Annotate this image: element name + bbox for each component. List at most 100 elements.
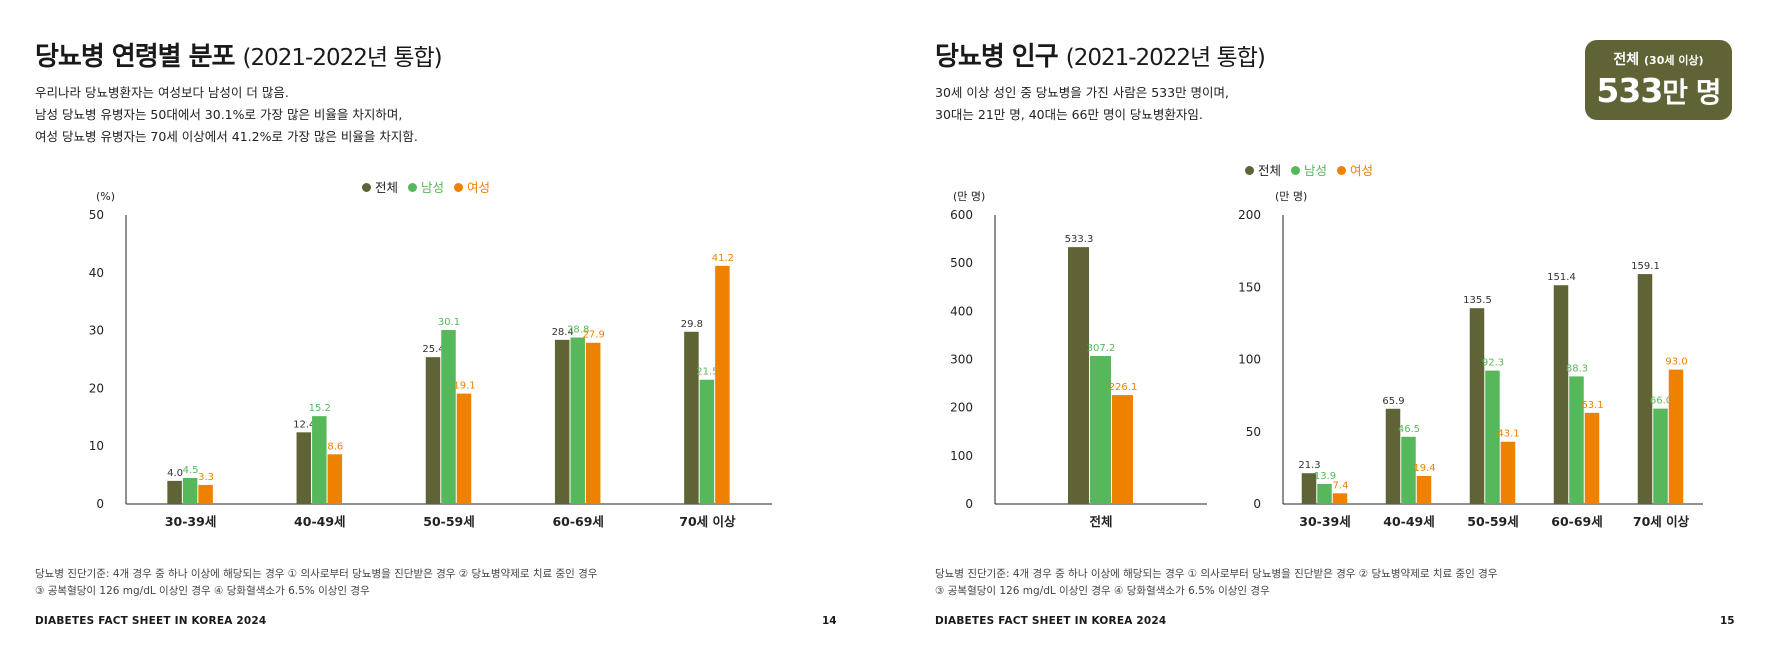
x-tick-label: 전체 xyxy=(1089,514,1112,529)
x-tick-label: 40-49세 xyxy=(294,514,345,529)
bar-female xyxy=(198,484,213,504)
x-tick-label: 60-69세 xyxy=(1551,514,1602,529)
page-title: 당뇨병 연령별 분포 (2021-2022년 통합) xyxy=(35,36,443,73)
data-label: 533.3 xyxy=(1065,234,1094,245)
data-label: 28.4 xyxy=(552,327,574,338)
data-label: 12.4 xyxy=(293,419,315,430)
x-tick-label: 50-59세 xyxy=(1467,514,1518,529)
data-label: 4.5 xyxy=(183,465,199,476)
y-axis-label: (만 명) xyxy=(1275,190,1307,203)
data-label: 93.0 xyxy=(1665,357,1687,368)
y-tick-label: 100 xyxy=(950,449,973,463)
bar-total xyxy=(1301,473,1317,504)
legend-item-female: 여성 xyxy=(1337,160,1373,179)
y-tick-label: 600 xyxy=(950,208,973,222)
bar-male xyxy=(699,379,715,504)
data-label: 13.9 xyxy=(1314,471,1336,482)
bar-male xyxy=(1317,483,1332,504)
y-tick-label: 20 xyxy=(89,381,104,395)
page-title: 당뇨병 인구 (2021-2022년 통합) xyxy=(935,36,1266,73)
title-main: 당뇨병 연령별 분포 xyxy=(35,42,235,72)
legend-swatch xyxy=(1245,166,1254,175)
y-tick-label: 200 xyxy=(950,401,973,415)
brand-text: DIABETES FACT SHEET IN KOREA 2024 xyxy=(935,615,1167,627)
age-distribution-chart: (%) 0 10 20 30 40 50 4.0 4.53.3 30-39세 12.4 15.2 8.6… xyxy=(89,190,772,529)
footnote-line: 당뇨병 진단기준: 4개 경우 중 하나 이상에 해당되는 경우 ① 의사로부터… xyxy=(935,568,1498,580)
page-14: 당뇨병 연령별 분포 (2021-2022년 통합) 우리나라 당뇨병환자는 여… xyxy=(0,0,880,646)
description-line: 우리나라 당뇨병환자는 여성보다 남성이 더 많음. xyxy=(35,85,289,100)
description-line: 남성 당뇨병 유병자는 50대에서 30.1%로 가장 많은 비율을 차지하며, xyxy=(35,107,403,122)
y-tick-label: 50 xyxy=(89,208,104,222)
data-label: 27.9 xyxy=(583,330,605,341)
page-15: 당뇨병 인구 (2021-2022년 통합) 30세 이상 성인 중 당뇨병을 … xyxy=(900,0,1773,646)
bar-total xyxy=(167,480,182,504)
data-label: 65.9 xyxy=(1382,396,1404,407)
bar-total xyxy=(1637,274,1653,504)
data-label: 92.3 xyxy=(1482,358,1504,369)
title-main: 당뇨병 인구 xyxy=(935,42,1059,72)
x-tick-label: 30-39세 xyxy=(165,514,216,529)
data-label: 63.1 xyxy=(1581,400,1603,411)
badge-value: 533만 명 xyxy=(1596,71,1721,110)
data-label: 3.3 xyxy=(198,472,214,483)
y-tick-label: 500 xyxy=(950,256,973,270)
y-axis-label: (%) xyxy=(96,190,115,203)
brand-text: DIABETES FACT SHEET IN KOREA 2024 xyxy=(35,615,267,627)
data-label: 30.1 xyxy=(438,317,460,328)
bar-male xyxy=(1401,436,1416,504)
bar-female xyxy=(1500,441,1516,504)
bar-female xyxy=(715,265,730,504)
chart-legend: 전체 남성 여성 xyxy=(1245,160,1379,179)
description-line: 여성 당뇨병 유병자는 70세 이상에서 41.2%로 가장 많은 비율을 차지… xyxy=(35,129,418,144)
data-label: 29.8 xyxy=(681,319,703,330)
bar-total xyxy=(1469,308,1485,504)
footnote-line: ③ 공복혈당이 126 mg/dL 이상인 경우 ④ 당화혈색소가 6.5% 이… xyxy=(35,585,370,597)
bar-male xyxy=(312,416,327,504)
data-label: 28.8 xyxy=(567,325,589,336)
data-label: 226.1 xyxy=(1109,382,1138,393)
data-label: 25.4 xyxy=(422,344,444,355)
y-tick-label: 40 xyxy=(89,266,104,280)
description: 30세 이상 성인 중 당뇨병을 가진 사람은 533만 명이며, 30대는 2… xyxy=(935,82,1229,126)
bar-female xyxy=(456,393,472,504)
x-tick-label: 70세 이상 xyxy=(1633,514,1690,529)
y-tick-label: 100 xyxy=(1238,353,1261,367)
bar-female xyxy=(1584,412,1600,504)
data-label: 19.4 xyxy=(1413,463,1435,474)
bar-total xyxy=(1553,285,1569,504)
data-label: 4.0 xyxy=(167,468,183,479)
y-tick-label: 30 xyxy=(89,324,104,338)
y-tick-label: 300 xyxy=(950,353,973,367)
description-line: 30대는 21만 명, 40대는 66만 명이 당뇨병환자임. xyxy=(935,107,1203,122)
bar-female xyxy=(1668,369,1684,504)
bar-female xyxy=(1416,475,1432,504)
description-line: 30세 이상 성인 중 당뇨병을 가진 사람은 533만 명이며, xyxy=(935,85,1230,100)
total-badge: 전체 (30세 이상) 533만 명 xyxy=(1585,40,1732,120)
badge-label: 전체 (30세 이상) xyxy=(1613,52,1704,68)
age-population-chart: (만 명) 0 50 100 150 200 21.313.97.4 30-39세 65.9 46… xyxy=(1238,190,1703,529)
data-label: 8.6 xyxy=(327,441,343,452)
y-tick-label: 0 xyxy=(96,497,104,511)
x-tick-label: 40-49세 xyxy=(1383,514,1434,529)
footnote: 당뇨병 진단기준: 4개 경우 중 하나 이상에 해당되는 경우 ① 의사로부터… xyxy=(35,566,597,600)
legend-swatch xyxy=(362,183,371,192)
data-label: 307.2 xyxy=(1087,343,1116,354)
data-label: 46.5 xyxy=(1398,424,1420,435)
x-tick-label: 30-39세 xyxy=(1299,514,1350,529)
legend-swatch xyxy=(1337,166,1346,175)
bar-male xyxy=(1090,356,1111,504)
data-label: 151.4 xyxy=(1547,272,1576,283)
data-label: 7.4 xyxy=(1333,480,1349,491)
bar-male xyxy=(570,337,585,504)
data-label: 43.1 xyxy=(1497,429,1519,440)
data-label: 88.3 xyxy=(1566,363,1588,374)
bar-female xyxy=(1112,395,1133,504)
footnote: 당뇨병 진단기준: 4개 경우 중 하나 이상에 해당되는 경우 ① 의사로부터… xyxy=(935,566,1497,600)
description: 우리나라 당뇨병환자는 여성보다 남성이 더 많음. 남성 당뇨병 유병자는 5… xyxy=(35,82,418,148)
bar-female xyxy=(585,342,601,504)
data-label: 41.2 xyxy=(712,253,734,264)
bar-total xyxy=(1385,408,1401,504)
y-tick-label: 50 xyxy=(1246,425,1261,439)
bar-male xyxy=(1653,408,1668,504)
data-label: 15.2 xyxy=(309,403,331,414)
